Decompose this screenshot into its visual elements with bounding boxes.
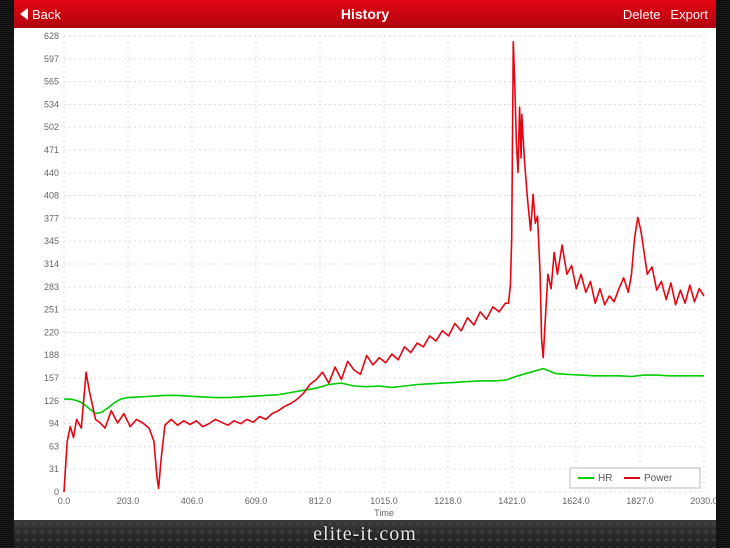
svg-text:1015.0: 1015.0 (370, 496, 398, 506)
frame-right (716, 0, 730, 548)
svg-text:408: 408 (44, 191, 59, 201)
history-chart[interactable]: 0316394126157188220251283314345377408440… (14, 28, 716, 520)
svg-text:157: 157 (44, 373, 59, 383)
footer-brand: elite-it.com (313, 523, 417, 546)
svg-text:Power: Power (644, 473, 673, 484)
svg-text:251: 251 (44, 305, 59, 315)
svg-text:440: 440 (44, 168, 59, 178)
svg-text:220: 220 (44, 327, 59, 337)
page-title: History (14, 6, 716, 22)
svg-text:HR: HR (598, 473, 612, 484)
export-button[interactable]: Export (670, 7, 708, 22)
chart-area: 0316394126157188220251283314345377408440… (14, 28, 716, 520)
svg-text:Time: Time (374, 508, 394, 518)
svg-text:63: 63 (49, 441, 59, 451)
svg-text:203.0: 203.0 (117, 496, 140, 506)
svg-text:283: 283 (44, 282, 59, 292)
svg-text:2030.0: 2030.0 (690, 496, 716, 506)
svg-text:1218.0: 1218.0 (434, 496, 462, 506)
svg-text:597: 597 (44, 54, 59, 64)
svg-text:188: 188 (44, 350, 59, 360)
svg-text:1624.0: 1624.0 (562, 496, 590, 506)
svg-text:1421.0: 1421.0 (498, 496, 526, 506)
svg-text:565: 565 (44, 77, 59, 87)
footer-bar: elite-it.com (14, 520, 716, 548)
svg-text:502: 502 (44, 122, 59, 132)
svg-text:0.0: 0.0 (58, 496, 71, 506)
back-label: Back (32, 7, 61, 22)
svg-text:377: 377 (44, 213, 59, 223)
navbar: Back History Delete Export (14, 0, 716, 28)
svg-text:628: 628 (44, 31, 59, 41)
svg-text:471: 471 (44, 145, 59, 155)
back-chevron-icon (20, 8, 28, 20)
frame-left (0, 0, 14, 548)
svg-text:314: 314 (44, 259, 59, 269)
svg-text:345: 345 (44, 236, 59, 246)
delete-button[interactable]: Delete (623, 7, 661, 22)
app-root: Back History Delete Export 0316394126157… (0, 0, 730, 548)
back-button[interactable]: Back (14, 7, 61, 22)
svg-text:534: 534 (44, 99, 59, 109)
svg-text:126: 126 (44, 396, 59, 406)
svg-text:609.0: 609.0 (245, 496, 268, 506)
svg-text:31: 31 (49, 464, 59, 474)
svg-text:812.0: 812.0 (309, 496, 332, 506)
svg-text:1827.0: 1827.0 (626, 496, 654, 506)
svg-text:406.0: 406.0 (181, 496, 204, 506)
nav-actions: Delete Export (623, 7, 716, 22)
svg-text:94: 94 (49, 419, 59, 429)
